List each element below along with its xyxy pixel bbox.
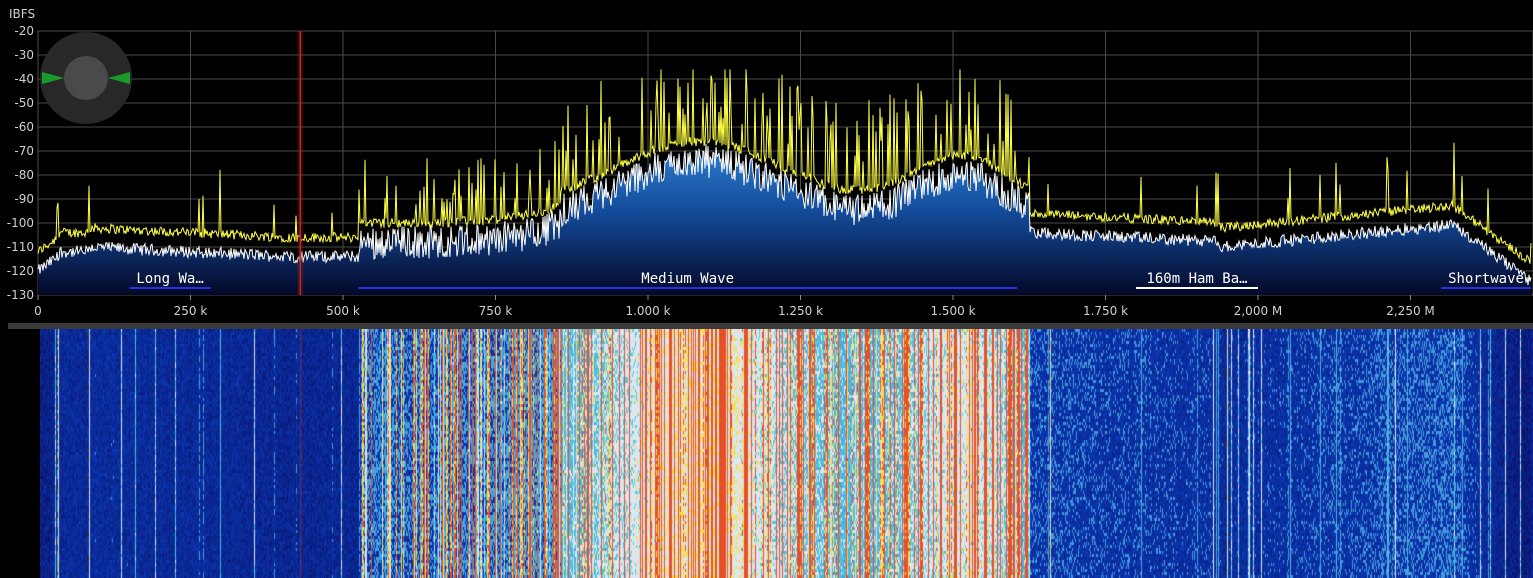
waterfall-canvas[interactable] [40,329,1533,578]
x-tick-label: 500 k [326,304,360,318]
spectrum-fill [38,144,1531,295]
band-label: Long Wa… [136,271,203,287]
spectrum-analyzer[interactable]: IBFS -20 -30 -40 -50 -60 -70 -80 -90 -100 -110 -12… [0,0,1533,322]
y-tick-label: -60 [14,120,34,134]
x-tick-label: 1.500 k [930,304,975,318]
band-3[interactable]: Shortwave [1441,271,1531,289]
x-tick-label: 750 k [479,304,513,318]
y-tick-label: -70 [14,144,34,158]
y-tick-label: -80 [14,168,34,182]
band-plan: Long Wa… Medium Wave 160m Ham Ba… Shortwave [129,271,1531,289]
x-tick-label: 1.250 k [778,304,823,318]
y-tick-label: -50 [14,96,34,110]
splitter-handle[interactable] [8,323,1533,329]
band-2[interactable]: 160m Ham Ba… [1136,271,1258,289]
y-axis-unit: IBFS [9,7,36,21]
x-tick-label: 0 [34,304,42,318]
y-tick-label: -100 [7,216,34,230]
band-label: Medium Wave [641,271,734,287]
x-tick-label: 2,250 M [1386,304,1435,318]
x-tick-label: 250 k [174,304,208,318]
x-tick-label: 1.000 k [625,304,670,318]
band-label: Shortwave [1448,271,1524,287]
y-tick-label: -40 [14,72,34,86]
spectrum-plot[interactable]: -20 -30 -40 -50 -60 -70 -80 -90 -100 -110 -120 -130… [0,0,1533,322]
y-tick-label: -120 [7,264,34,278]
band-0[interactable]: Long Wa… [129,271,211,289]
y-tick-label: -110 [7,240,34,254]
y-tick-label: -20 [14,24,34,38]
x-tick-label: 1.750 k [1083,304,1128,318]
y-tick-label: -30 [14,48,34,62]
y-tick-label: -90 [14,192,34,206]
x-tick-label: 2,000 M [1234,304,1283,318]
frequency-marker[interactable] [297,31,304,295]
average-trace [37,143,1532,286]
y-tick-label: -130 [7,288,34,302]
x-axis-labels: 0 250 k 500 k 750 k 1.000 k 1.250 k 1.500 k 1.7… [34,304,1435,318]
waterfall-display[interactable] [0,329,1533,578]
waterfall-margin [0,329,40,578]
peak-trace [37,69,1532,264]
band-1[interactable]: Medium Wave [358,271,1018,289]
band-label: 160m Ham Ba… [1146,271,1247,287]
y-axis-labels: -20 -30 -40 -50 -60 -70 -80 -90 -100 -110 -120 -130 [7,24,34,302]
zoom-knob-icon[interactable] [40,32,132,124]
